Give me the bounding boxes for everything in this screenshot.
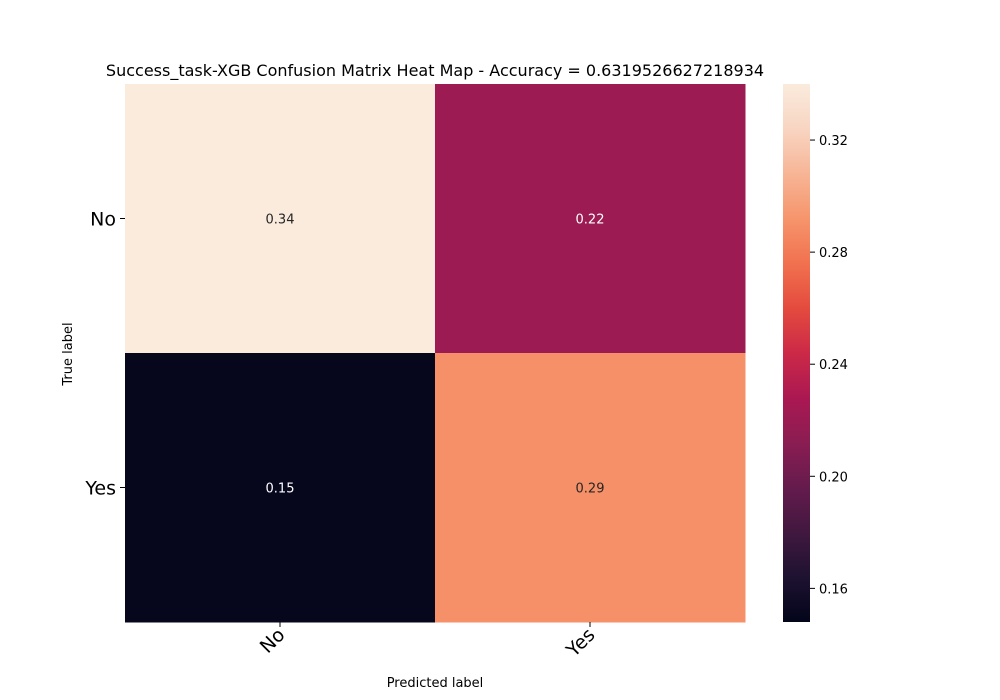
heatmap-cell [435, 353, 746, 623]
y-axis-ticks: No Yes [84, 209, 125, 500]
colorbar [783, 84, 810, 622]
colorbar-tick-label: 0.16 [819, 582, 848, 597]
cell-value-label: 0.22 [576, 213, 605, 228]
heatmap-cells: 0.34 0.22 0.15 0.29 [125, 84, 746, 623]
colorbar-tick-label: 0.24 [819, 358, 848, 373]
y-tick-label: No [90, 209, 116, 231]
x-axis-ticks: No Yes [256, 622, 600, 662]
heatmap-cell [435, 84, 746, 354]
x-tick-label: No [256, 624, 290, 658]
heatmap-cell [125, 353, 436, 623]
x-tick-label: Yes [562, 624, 600, 662]
colorbar-tick-label: 0.28 [819, 246, 848, 261]
colorbar-ticks: 0.16 0.20 0.24 0.28 0.32 [810, 134, 848, 597]
chart-title: Success_task-XGB Confusion Matrix Heat M… [106, 61, 764, 81]
y-axis-label: True label [61, 322, 76, 386]
cell-value-label: 0.15 [266, 482, 295, 497]
cell-value-label: 0.34 [266, 213, 295, 228]
heatmap-cell [125, 84, 436, 354]
x-axis-label: Predicted label [387, 676, 484, 691]
colorbar-tick-label: 0.32 [819, 134, 848, 149]
cell-value-label: 0.29 [576, 482, 605, 497]
colorbar-tick-label: 0.20 [819, 470, 848, 485]
y-tick-label: Yes [84, 478, 116, 500]
